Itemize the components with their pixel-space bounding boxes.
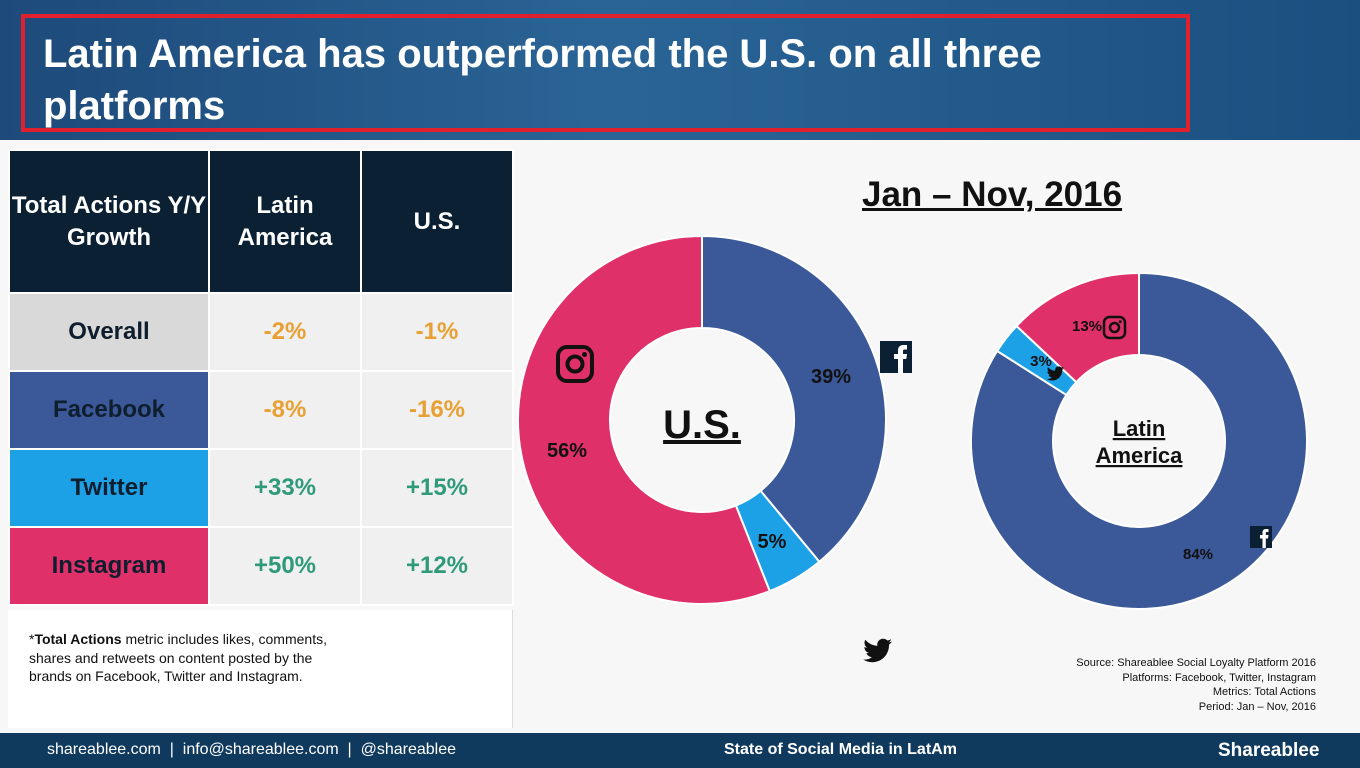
data-label-instagram: 13% — [1072, 318, 1102, 335]
footnote-rest: metric includes likes, comments, shares … — [29, 631, 327, 684]
center-label: Latin — [1113, 416, 1166, 441]
platforms-line: Platforms: Facebook, Twitter, Instagram — [1122, 671, 1316, 684]
facebook-icon — [880, 341, 912, 373]
twitter-icon — [863, 638, 892, 663]
latam-value: -2% — [208, 292, 362, 372]
slice-facebook — [701, 234, 887, 564]
footnote-text: *Total Actions metric includes likes, co… — [29, 630, 349, 686]
us-value: -1% — [360, 292, 514, 372]
data-label-facebook: 39% — [811, 366, 851, 388]
footnote-prefix: * — [29, 631, 35, 647]
metrics-line: Metrics: Total Actions — [1212, 686, 1316, 698]
row-label: Twitter — [8, 448, 210, 528]
brand-logo: Shareablee — [1218, 740, 1320, 761]
period-heading: Jan – Nov, 2016 — [862, 175, 1123, 214]
table-row-overall: Overall -2% -1% — [8, 292, 514, 372]
latam-value: +50% — [208, 526, 362, 606]
facebook-icon-small — [1250, 526, 1272, 548]
center-label: U.S. — [663, 403, 741, 447]
data-label-twitter: 3% — [1030, 353, 1052, 370]
data-label-twitter: 5% — [758, 531, 787, 553]
footer-title: State of Social Media in LatAm — [724, 741, 957, 758]
row-label: Instagram — [8, 526, 210, 606]
instagram-icon — [556, 345, 594, 383]
header-us: U.S. — [360, 149, 514, 294]
header-banner: Latin America has outperformed the U.S. … — [0, 0, 1360, 140]
instagram-icon-small — [1102, 315, 1127, 340]
row-label: Facebook — [8, 370, 210, 450]
slice-facebook — [970, 271, 1308, 610]
footer-links[interactable]: shareablee.com | info@shareablee.com | @… — [47, 741, 457, 758]
table-header-row: Total Actions Y/Y Growth Latin America U… — [8, 149, 514, 294]
table-row-instagram: Instagram +50% +12% — [8, 526, 514, 606]
header-latam: Latin America — [208, 149, 362, 294]
row-label: Overall — [8, 292, 210, 372]
twitter-icon-small — [1046, 366, 1064, 381]
footnote: *Total Actions metric includes likes, co… — [8, 610, 513, 728]
us-value: -16% — [360, 370, 514, 450]
growth-table: Total Actions Y/Y Growth Latin America U… — [8, 149, 514, 606]
page-title: Latin America has outperformed the U.S. … — [43, 32, 1042, 128]
period-line: Period: Jan – Nov, 2016 — [1198, 700, 1316, 713]
center-label: America — [1096, 443, 1184, 468]
table-row-facebook: Facebook -8% -16% — [8, 370, 514, 450]
us-donut-chart: 39% 5% 56% U.S. — [517, 234, 887, 605]
header-metric: Total Actions Y/Y Growth — [8, 149, 210, 294]
table-row-twitter: Twitter +33% +15% — [8, 448, 514, 528]
title-box: Latin America has outperformed the U.S. … — [21, 14, 1190, 132]
footer-bar: shareablee.com | info@shareablee.com | @… — [0, 733, 1360, 768]
source-note: Source: Shareablee Social Loyalty Platfo… — [1076, 656, 1316, 714]
slice-instagram — [517, 234, 772, 605]
data-label-facebook: 84% — [1183, 546, 1213, 563]
data-label-instagram: 56% — [547, 440, 587, 462]
latam-value: -8% — [208, 370, 362, 450]
us-value: +15% — [360, 448, 514, 528]
source-line: Source: Shareablee Social Loyalty Platfo… — [1076, 657, 1316, 669]
footnote-bold: Total Actions — [34, 631, 122, 647]
slice-instagram — [1015, 271, 1140, 384]
us-value: +12% — [360, 526, 514, 606]
latam-value: +33% — [208, 448, 362, 528]
